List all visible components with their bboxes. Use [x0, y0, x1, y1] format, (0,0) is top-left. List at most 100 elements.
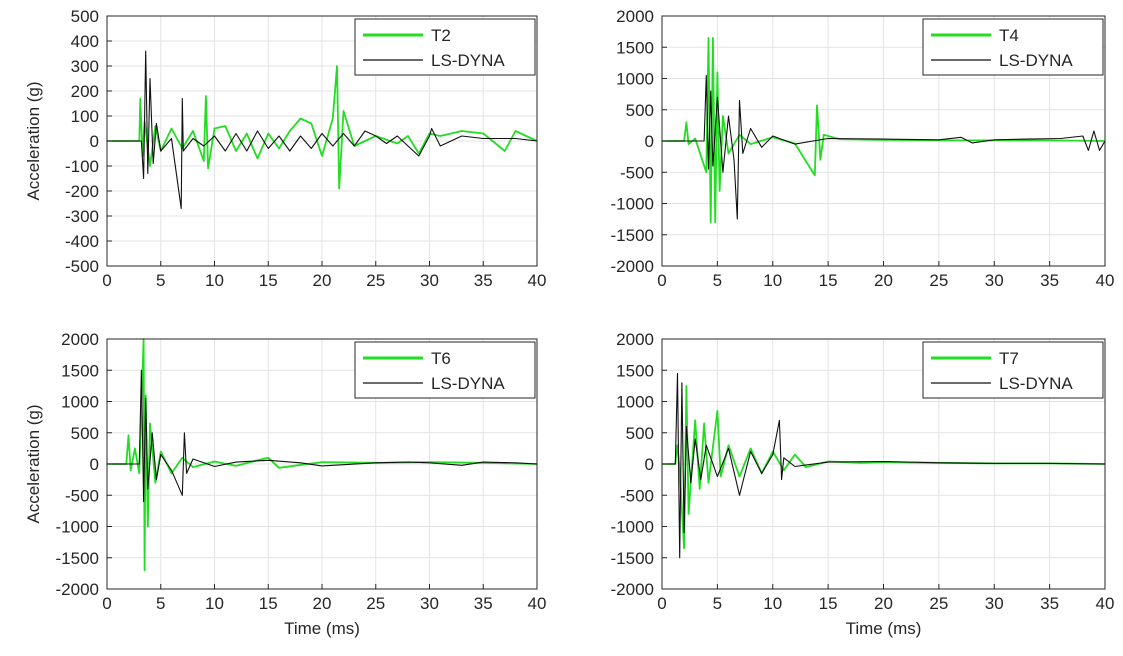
y-tick-label: 0: [90, 455, 99, 474]
x-tick-label: 0: [657, 594, 666, 613]
y-tick-label: -500: [65, 486, 99, 505]
y-tick-label: -1500: [56, 549, 99, 568]
legend-label: T6: [431, 349, 451, 368]
y-tick-label: -300: [65, 207, 99, 226]
y-tick-label: 500: [626, 101, 654, 120]
y-tick-label: 500: [71, 424, 99, 443]
y-tick-label: 2000: [616, 330, 654, 349]
x-tick-label: 30: [985, 594, 1004, 613]
series-line-ls-dyna: [107, 50, 538, 210]
y-tick-label: -1000: [56, 518, 99, 537]
legend-box: [354, 18, 536, 76]
x-tick-label: 20: [874, 271, 893, 290]
y-tick-label: 1500: [61, 361, 99, 380]
x-tick-label: 5: [713, 271, 722, 290]
y-tick-label: 500: [71, 7, 99, 26]
y-tick-label: -1500: [611, 549, 654, 568]
series-line-ls-dyna: [107, 369, 538, 503]
x-tick-label: 30: [985, 271, 1004, 290]
y-axis-title: Acceleration (g): [24, 404, 43, 523]
x-tick-label: 25: [366, 594, 385, 613]
x-tick-label: 15: [259, 271, 278, 290]
y-tick-label: -2000: [611, 580, 654, 599]
legend-label: LS-DYNA: [999, 51, 1073, 70]
x-tick-label: 15: [259, 594, 278, 613]
x-tick-label: 10: [763, 271, 782, 290]
x-tick-label: 40: [1096, 271, 1115, 290]
x-tick-label: 35: [474, 594, 493, 613]
y-tick-label: 100: [71, 107, 99, 126]
y-tick-label: 0: [645, 455, 654, 474]
y-tick-label: 1000: [616, 70, 654, 89]
y-tick-label: 1000: [61, 393, 99, 412]
chart-panel-3: 0 5 10 15 20 25 30 35 40 -2000 -1500 -1000 -500 0 500 1…: [24, 330, 546, 638]
series-line-ls-dyna: [662, 372, 1106, 559]
x-tick-label: 5: [713, 594, 722, 613]
x-tick-label: 35: [474, 271, 493, 290]
legend-label: LS-DYNA: [999, 374, 1073, 393]
legend-box: [354, 341, 536, 399]
series-line-t4: [662, 37, 1106, 224]
x-tick-label: 0: [657, 271, 666, 290]
x-tick-label: 40: [528, 594, 547, 613]
y-tick-label: -1500: [611, 226, 654, 245]
y-tick-label: 0: [645, 132, 654, 151]
y-tick-label: 1500: [616, 38, 654, 57]
y-tick-label: 1000: [616, 393, 654, 412]
x-tick-label: 0: [102, 271, 111, 290]
y-tick-label: -200: [65, 182, 99, 201]
y-tick-label: -400: [65, 232, 99, 251]
legend-box: [922, 341, 1104, 399]
y-tick-label: -500: [620, 486, 654, 505]
y-tick-label: -2000: [611, 257, 654, 276]
y-tick-label: -100: [65, 157, 99, 176]
legend: T7 LS-DYNA: [922, 341, 1104, 399]
x-tick-label: 10: [763, 594, 782, 613]
y-tick-label: 400: [71, 32, 99, 51]
x-tick-label: 35: [1040, 594, 1059, 613]
y-tick-label: -500: [620, 163, 654, 182]
x-axis-title: Time (ms): [284, 619, 360, 638]
legend-label: LS-DYNA: [431, 374, 505, 393]
x-tick-label: 25: [929, 271, 948, 290]
y-axis-title: Acceleration (g): [24, 81, 43, 200]
x-tick-label: 25: [929, 594, 948, 613]
x-tick-label: 20: [874, 594, 893, 613]
y-tick-label: -2000: [56, 580, 99, 599]
x-tick-label: 25: [366, 271, 385, 290]
x-tick-label: 5: [156, 271, 165, 290]
legend: T6 LS-DYNA: [354, 341, 536, 399]
legend-box: [922, 18, 1104, 76]
x-axis-title: Time (ms): [846, 619, 922, 638]
y-tick-label: 300: [71, 57, 99, 76]
y-tick-label: 2000: [61, 330, 99, 349]
legend-label: T2: [431, 26, 451, 45]
x-tick-label: 35: [1040, 271, 1059, 290]
chart-panel-2: 0 5 10 15 20 25 30 35 40 -2000 -1500 -1000 -500 0 500 1…: [611, 7, 1115, 290]
x-tick-label: 10: [205, 594, 224, 613]
x-tick-label: 0: [102, 594, 111, 613]
legend-label: T7: [999, 349, 1019, 368]
y-tick-label: 200: [71, 82, 99, 101]
legend-label: T4: [999, 26, 1019, 45]
x-tick-label: 30: [420, 594, 439, 613]
chart-panel-1: 0 5 10 15 20 25 30 35 40 -500 -400 -300 -200 -100 0 100…: [24, 7, 546, 290]
y-tick-label: 2000: [616, 7, 654, 26]
x-tick-label: 40: [1096, 594, 1115, 613]
y-tick-label: -1000: [611, 518, 654, 537]
legend: T4 LS-DYNA: [922, 18, 1104, 76]
y-tick-label: 0: [90, 132, 99, 151]
x-tick-label: 20: [313, 594, 332, 613]
x-tick-label: 40: [528, 271, 547, 290]
x-tick-label: 15: [819, 594, 838, 613]
y-tick-label: -500: [65, 257, 99, 276]
series-line-ls-dyna: [662, 74, 1106, 220]
y-tick-label: 1500: [616, 361, 654, 380]
y-tick-label: -1000: [611, 195, 654, 214]
x-tick-label: 10: [205, 271, 224, 290]
x-tick-label: 30: [420, 271, 439, 290]
legend: T2 LS-DYNA: [354, 18, 536, 76]
legend-label: LS-DYNA: [431, 51, 505, 70]
x-tick-label: 5: [156, 594, 165, 613]
